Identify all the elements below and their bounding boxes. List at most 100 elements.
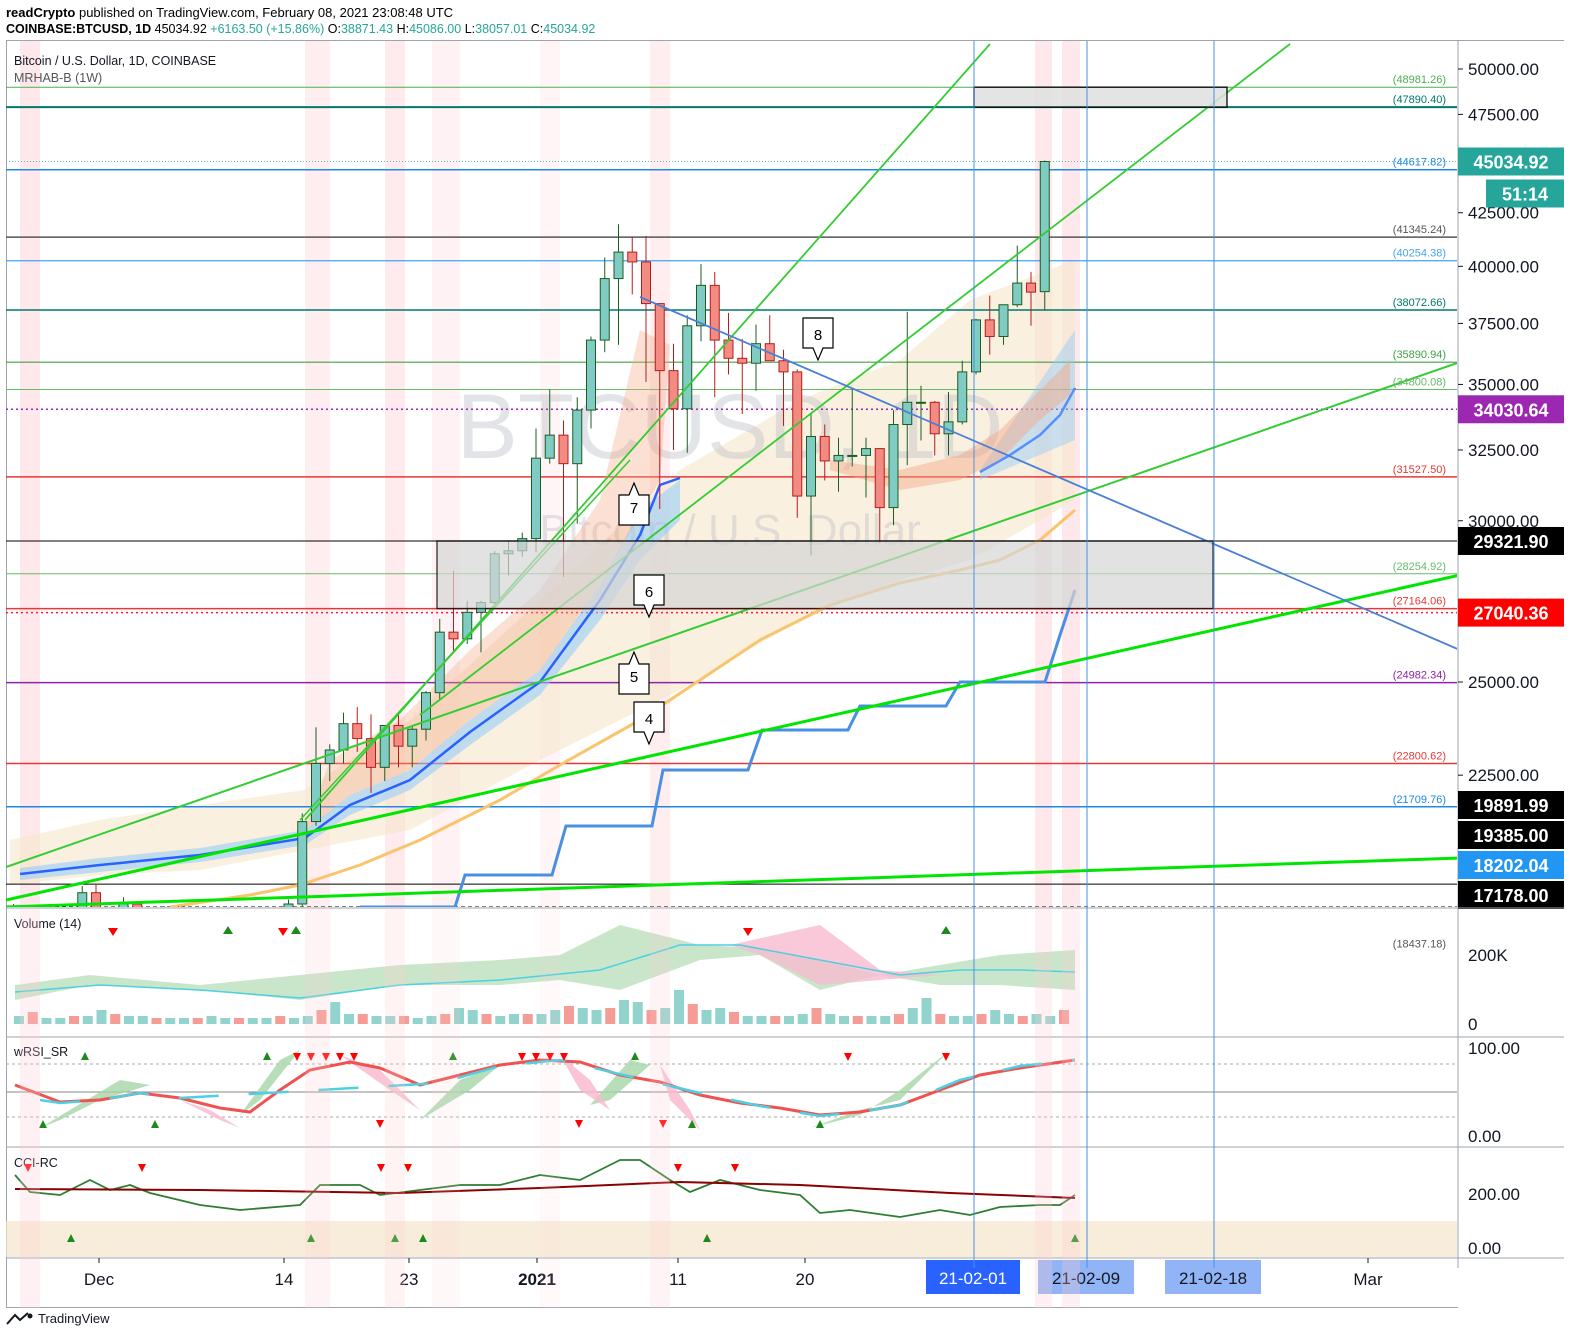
candle-body (257, 918, 266, 934)
sell-marker-icon (532, 1053, 540, 1061)
candle-body (696, 284, 706, 327)
candle-body (778, 360, 789, 373)
low-value: 38057.01 (475, 22, 528, 36)
sell-marker-icon (674, 1164, 682, 1172)
price-tick-label: 42500.00 (1468, 204, 1539, 223)
close-value: 45034.92 (543, 22, 596, 36)
level-label: (38072.66) (1393, 297, 1446, 309)
candle-body (613, 251, 624, 280)
tradingview-logo-icon (6, 1311, 33, 1325)
sell-marker-icon (518, 1053, 526, 1061)
candle-body (558, 434, 569, 465)
volume-bar (1004, 1014, 1014, 1024)
buy-marker-icon (391, 1234, 399, 1242)
rsi-tick-label: 100.00 (1468, 1039, 1520, 1058)
time-highlight-label: 21-02-01 (939, 1269, 1007, 1288)
wave-label-0: 8 (802, 317, 834, 362)
session-band-lower (1062, 908, 1080, 1308)
volume-bar (96, 1010, 107, 1024)
sell-marker-icon (731, 1164, 739, 1172)
time-highlight-label: 21-02-09 (1052, 1269, 1120, 1288)
volume-bar (976, 1014, 987, 1024)
wave-label-text: 8 (814, 327, 822, 344)
candle-body (215, 946, 224, 960)
session-band (20, 41, 40, 907)
level-label: (48981.26) (1393, 74, 1446, 86)
candle-body (792, 371, 803, 497)
candle-body (1026, 282, 1036, 293)
candle-body (929, 401, 940, 435)
last-price: 45034.92 (154, 22, 207, 36)
candle-body (984, 319, 995, 337)
buy-marker-icon (39, 1120, 47, 1128)
candle-body (91, 892, 101, 907)
candle-body (668, 370, 679, 410)
price-tick-label: 32500.00 (1468, 441, 1539, 460)
low-label: L: (464, 22, 476, 36)
buy-marker-icon (263, 1052, 271, 1060)
level-label: (35890.94) (1393, 349, 1446, 361)
volume-bar (522, 1014, 533, 1024)
time-tick-label: 11 (669, 1270, 687, 1289)
volume-bar (371, 1016, 382, 1024)
buy-marker-icon (151, 1120, 159, 1128)
candle-body (311, 762, 321, 823)
time-tick-label: 2021 (518, 1270, 556, 1289)
sell-marker-icon (293, 1053, 301, 1061)
volume-bar (907, 1008, 918, 1024)
hab-down-zone (830, 360, 1070, 490)
volume-bar (797, 1014, 808, 1024)
volume-bar (344, 1014, 354, 1024)
publisher-name[interactable]: readCrypto (6, 5, 76, 20)
footer-brand[interactable]: TradingView (38, 1311, 110, 1326)
rsi-cloud-green (40, 1050, 950, 1128)
price-tick-label: 30000.00 (1468, 512, 1539, 531)
time-tick-label: 20 (796, 1270, 815, 1289)
volume-bar (509, 1014, 519, 1024)
price-badge (1486, 179, 1564, 208)
candle-body (861, 448, 871, 456)
volume-bar (399, 1016, 409, 1024)
level-label: (47890.40) (1393, 94, 1446, 106)
ema-line-1 (19, 476, 681, 876)
price-axis-bg (1458, 41, 1564, 1308)
volume-bar (412, 1018, 423, 1024)
volume-bar (935, 1014, 946, 1024)
volume-bar (839, 1016, 849, 1024)
candle-body (833, 454, 844, 462)
candle-body (1012, 282, 1023, 306)
price-tick-label: 37500.00 (1468, 314, 1539, 333)
volume-bar (619, 1000, 629, 1024)
candle-body (448, 631, 459, 640)
support-box (436, 540, 1214, 610)
ema-band-2 (980, 330, 1075, 480)
sell-marker-icon (575, 1120, 583, 1128)
wave-label-3: 5 (618, 650, 650, 695)
time-highlight-badge[interactable] (926, 1260, 1020, 1294)
sell-marker-icon (322, 1053, 330, 1061)
volume-bar (687, 1004, 698, 1024)
volume-bar (770, 1016, 781, 1024)
volume-bar (426, 1016, 437, 1024)
buy-marker-icon (67, 1234, 75, 1242)
volume-tick-label: 0 (1468, 1015, 1477, 1034)
wave-label-bubble (633, 701, 665, 746)
publisher-line: readCrypto published on TradingView.com,… (6, 5, 453, 20)
candle-body (338, 723, 349, 751)
candle-body (9, 934, 18, 1013)
volume-bar (467, 1010, 478, 1024)
volume-bar (385, 1016, 396, 1024)
sell-marker-icon (278, 928, 288, 936)
level-label: (24982.34) (1393, 670, 1446, 682)
time-highlight-badge[interactable] (1038, 1260, 1134, 1294)
volume-bar (660, 1008, 671, 1024)
trend-line (299, 459, 631, 821)
candle-body (531, 457, 541, 540)
candle-body (682, 325, 693, 410)
rsi-tick-label: 0.00 (1468, 1127, 1501, 1146)
volume-bar (1017, 1016, 1028, 1024)
buy-marker-icon (631, 1052, 639, 1060)
volume-bar (894, 1014, 904, 1024)
time-highlight-badge[interactable] (1165, 1260, 1261, 1294)
